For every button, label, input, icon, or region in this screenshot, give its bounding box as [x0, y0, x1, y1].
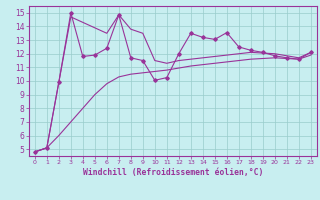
X-axis label: Windchill (Refroidissement éolien,°C): Windchill (Refroidissement éolien,°C) — [83, 168, 263, 177]
